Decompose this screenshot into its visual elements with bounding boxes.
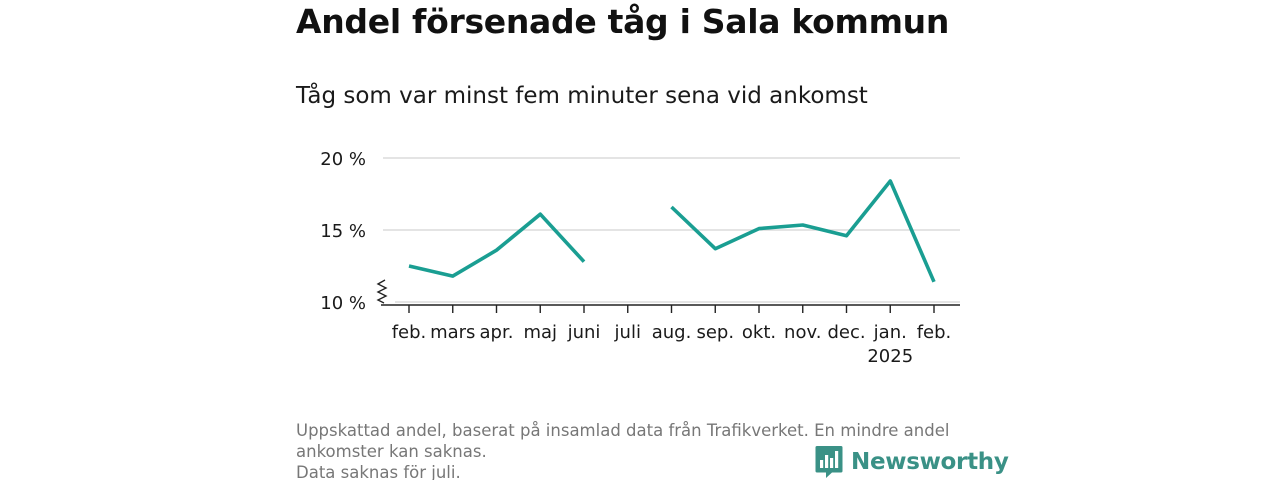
x-tick-label: juli	[614, 322, 641, 343]
line-chart: 10 %15 %20 %feb. mars apr. maj juni juli aug. s…	[320, 149, 960, 367]
x-tick-label: feb.	[392, 322, 427, 343]
bar-chart-speech-bubble-icon	[815, 446, 843, 478]
chart-footnote: Uppskattad andel, baserat på insamlad da…	[296, 420, 986, 480]
footnote-line-3: Data saknas för juli.	[296, 463, 461, 480]
series-line-segment	[408, 212, 586, 278]
x-tick-label: maj	[523, 322, 557, 343]
x-tick-label: juni	[567, 322, 601, 343]
x-tick-sublabel: 2025	[867, 346, 913, 367]
x-tick-label: dec.	[827, 322, 865, 343]
series-line-segment	[670, 179, 936, 283]
chart-title: Andel försenade tåg i Sala kommun	[296, 2, 950, 41]
x-tick-label: mars	[430, 322, 475, 343]
newsworthy-logo: Newsworthy	[815, 445, 1009, 479]
axis-break-marker	[376, 279, 388, 304]
x-tick-label: nov.	[784, 322, 821, 343]
footnote-line-1: Uppskattad andel, baserat på insamlad da…	[296, 421, 950, 440]
x-tick-label: okt.	[742, 322, 776, 343]
y-tick-label: 10 %	[320, 293, 366, 314]
x-tick-label: feb.	[917, 322, 952, 343]
x-tick-label: aug.	[652, 322, 692, 343]
x-tick-label: apr.	[480, 322, 514, 343]
x-tick-label: sep.	[696, 322, 734, 343]
x-tick-label: jan.	[873, 322, 907, 343]
brand-name: Newsworthy	[851, 449, 1009, 475]
chart-subtitle: Tåg som var minst fem minuter sena vid a…	[296, 83, 868, 109]
y-tick-label: 15 %	[320, 221, 366, 242]
y-tick-label: 20 %	[320, 149, 366, 170]
footnote-line-2: ankomster kan saknas.	[296, 442, 487, 461]
